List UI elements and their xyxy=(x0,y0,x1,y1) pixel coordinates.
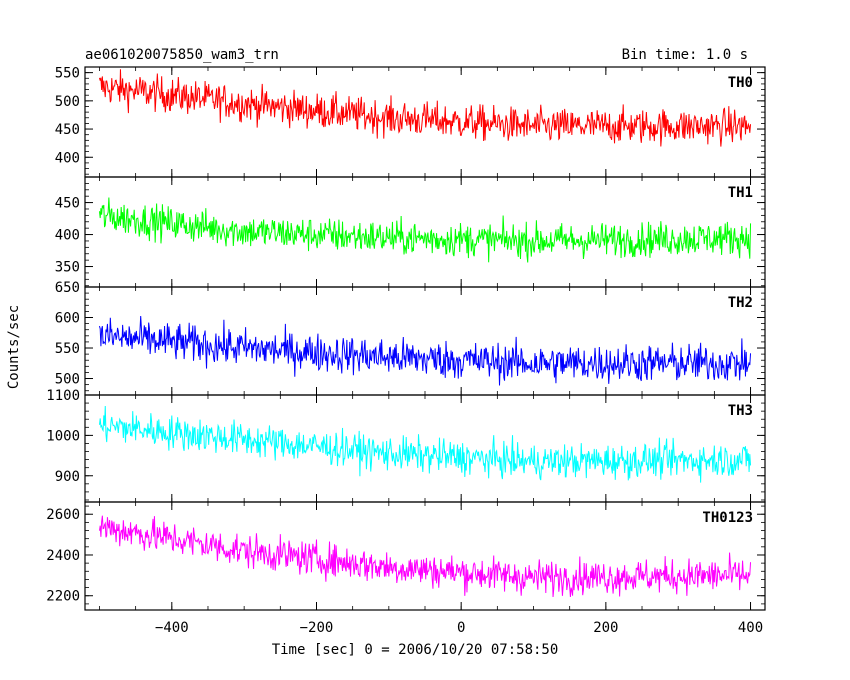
y-tick-label: 1100 xyxy=(46,388,80,404)
panel-label: TH0 xyxy=(728,75,753,91)
chart-title: ae061020075850_wam3_trn xyxy=(85,47,279,63)
panel-label: TH2 xyxy=(728,295,753,311)
panel-th3: 900 1000 1100 TH3 xyxy=(46,388,766,503)
y-tick-label: 1000 xyxy=(46,428,80,444)
y-tick-label: 400 xyxy=(55,228,80,244)
series-line-th2 xyxy=(98,315,752,386)
x-tick-label: 0 xyxy=(457,620,465,636)
y-tick-label: 2600 xyxy=(46,507,80,523)
y-tick-label: 2400 xyxy=(46,548,80,564)
panel-th0123: 2200 2400 2600 TH0123 −400 −200 0 200 400 xyxy=(46,501,766,636)
series-line-th1 xyxy=(98,197,752,263)
y-tick-label: 650 xyxy=(55,280,80,296)
y-tick-label: 2200 xyxy=(46,589,80,605)
y-tick-label: 550 xyxy=(55,341,80,357)
y-tick-label: 500 xyxy=(55,372,80,388)
y-tick-label: 450 xyxy=(55,196,80,212)
panel-frame xyxy=(84,501,766,611)
panel-label: TH1 xyxy=(728,185,753,201)
y-axis-label: Counts/sec xyxy=(6,305,22,389)
x-tick-label: 400 xyxy=(738,620,763,636)
panel-frame xyxy=(84,394,766,503)
series-line-th0123 xyxy=(98,515,752,598)
panel-th2: 500 550 600 650 TH2 xyxy=(55,280,766,396)
series-line-th0 xyxy=(98,69,752,147)
y-tick-label: 900 xyxy=(55,469,80,485)
y-tick-label: 550 xyxy=(55,66,80,82)
bin-time-label: Bin time: 1.0 s xyxy=(622,47,748,63)
y-tick-label: 350 xyxy=(55,260,80,276)
x-tick-label: −400 xyxy=(155,620,189,636)
panel-th0: 400 450 500 550 TH0 xyxy=(55,66,766,178)
panel-th1: 350 400 450 TH1 xyxy=(55,176,766,288)
panel-label: TH0123 xyxy=(702,510,753,526)
x-tick-label: −200 xyxy=(300,620,334,636)
y-tick-label: 400 xyxy=(55,150,80,166)
y-tick-label: 500 xyxy=(55,94,80,110)
series-line-th3 xyxy=(98,406,752,483)
x-tick-label: 200 xyxy=(593,620,618,636)
panel-frame xyxy=(84,286,766,396)
y-tick-label: 600 xyxy=(55,311,80,327)
x-axis-label: Time [sec] 0 = 2006/10/20 07:58:50 xyxy=(272,642,559,658)
panel-label: TH3 xyxy=(728,403,753,419)
panels-group: 400 450 500 550 TH0 350 400 450 TH1 500 550 600 650 T… xyxy=(46,66,766,636)
y-tick-label: 450 xyxy=(55,122,80,138)
